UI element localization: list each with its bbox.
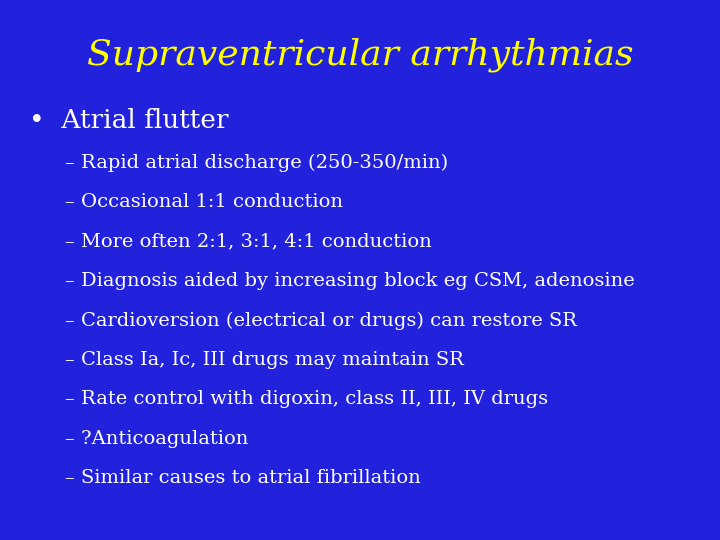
Text: – Rate control with digoxin, class II, III, IV drugs: – Rate control with digoxin, class II, I… bbox=[65, 390, 548, 408]
Text: – Occasional 1:1 conduction: – Occasional 1:1 conduction bbox=[65, 193, 343, 211]
Text: – Cardioversion (electrical or drugs) can restore SR: – Cardioversion (electrical or drugs) ca… bbox=[65, 312, 577, 330]
Text: – Class Ia, Ic, III drugs may maintain SR: – Class Ia, Ic, III drugs may maintain S… bbox=[65, 351, 464, 369]
Text: – ?Anticoagulation: – ?Anticoagulation bbox=[65, 430, 248, 448]
Text: – Diagnosis aided by increasing block eg CSM, adenosine: – Diagnosis aided by increasing block eg… bbox=[65, 272, 634, 290]
Text: – More often 2:1, 3:1, 4:1 conduction: – More often 2:1, 3:1, 4:1 conduction bbox=[65, 233, 431, 251]
Text: – Similar causes to atrial fibrillation: – Similar causes to atrial fibrillation bbox=[65, 469, 420, 487]
Text: •  Atrial flutter: • Atrial flutter bbox=[29, 108, 228, 133]
Text: – Rapid atrial discharge (250-350/min): – Rapid atrial discharge (250-350/min) bbox=[65, 154, 448, 172]
Text: Supraventricular arrhythmias: Supraventricular arrhythmias bbox=[86, 38, 634, 72]
